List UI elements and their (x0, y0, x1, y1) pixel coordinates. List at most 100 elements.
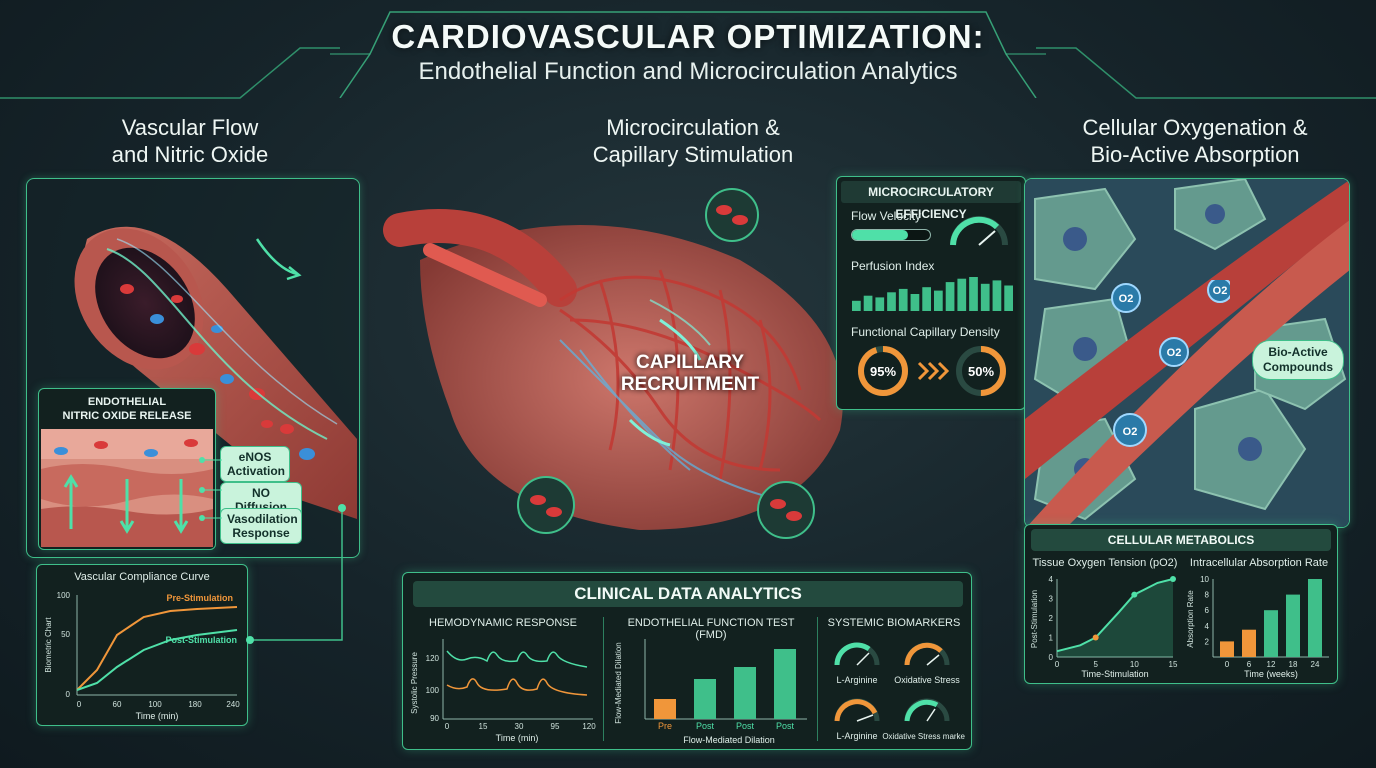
x-tick-label: 240 (226, 700, 240, 709)
endothelial-title-1: ENDOTHELIAL (87, 396, 167, 408)
fmd-category-label: Post (696, 721, 715, 731)
fmd-bar (734, 667, 756, 719)
divider (603, 617, 604, 741)
header-line-left (0, 47, 340, 99)
oxygen-bubbles: O2 O2 O2 O2 (1111, 280, 1230, 447)
x-tick-label: 18 (1289, 660, 1298, 669)
x-tick-label: 12 (1267, 660, 1276, 669)
pO2-title: Tissue Oxygen Tension (pO2) (1032, 557, 1178, 569)
perfusion-bar (945, 282, 955, 311)
endothelium-cross-section (41, 429, 213, 547)
absorption-title: Intracellular Absorption Rate (1189, 557, 1329, 569)
x-tick-label: 60 (113, 700, 122, 709)
tissue-oxygen-chart: Time-Stimulation Post-Stimulation 432100… (1030, 575, 1178, 679)
y-tick-label: 50 (61, 630, 70, 639)
perfusion-bar (980, 283, 990, 311)
y-tick-label: 3 (1049, 595, 1054, 604)
biomarker-gauges: L-Arginine Oxidative Stress L-Arginine O… (834, 642, 965, 741)
x-axis-label: Time (min) (136, 711, 179, 721)
flow-velocity-bar (851, 229, 931, 241)
flow-velocity-label: Flow Velocity (851, 209, 922, 223)
perfusion-bar (910, 294, 920, 311)
hemo-series-green (446, 650, 588, 668)
vessel-connector (246, 504, 346, 644)
y-axis-label: Absorption Rate (1186, 590, 1195, 648)
fmd-bar (654, 699, 676, 719)
center-title-line-2: Capillary Stimulation (592, 142, 794, 167)
right-title-line-2: Bio-Active Absorption (1090, 142, 1300, 167)
page-subtitle: Endothelial Function and Microcirculatio… (418, 58, 958, 85)
x-tick-label: 24 (1311, 660, 1320, 669)
perfusion-bar (969, 277, 978, 311)
hemo-series-orange (446, 678, 588, 696)
x-tick-label: 180 (188, 700, 202, 709)
compliance-chart: 100 50 0 0 60 100 180 240 Time (min) Bio… (44, 591, 240, 721)
y-axis-label: Systolic Pressure (410, 652, 419, 714)
fcd-arrows-icon (917, 361, 949, 381)
absorption-bar (1286, 594, 1300, 657)
header-line-right (1036, 47, 1376, 99)
fmd-bar (774, 649, 796, 719)
compliance-series-line (76, 606, 238, 691)
fmd-bar (694, 679, 716, 719)
fmd-category-label: Post (776, 721, 795, 731)
perfusion-bar (852, 300, 861, 311)
x-tick-label: 95 (551, 722, 560, 731)
bio-active-line-1: Bio-Active (1268, 345, 1328, 359)
endothelial-title-2: NITRIC OXIDE RELEASE (62, 410, 192, 422)
endothelial-inset: ENDOTHELIAL NITRIC OXIDE RELEASE (38, 388, 216, 550)
endothelial-title: ENDOTHELIAL NITRIC OXIDE RELEASE (39, 395, 215, 423)
o2-label: O2 (1213, 285, 1228, 297)
y-axis-label: Biometric Chart (44, 617, 53, 673)
bio-active-line-2: Compounds (1263, 360, 1333, 374)
center-section-title: Microcirculation & Capillary Stimulation (530, 114, 856, 168)
x-tick-label: 30 (515, 722, 524, 731)
capillary-recruitment-label: CAPILLARY RECRUITMENT (620, 352, 760, 396)
y-tick-label: 10 (1200, 575, 1209, 584)
cellular-title: CELLULAR METABOLICS (1031, 529, 1331, 551)
y-tick-label: 120 (426, 654, 440, 663)
fcd-gauge-b: 50% (956, 346, 1006, 396)
pO2-point (1092, 634, 1099, 641)
x-axis-label: Time (weeks) (1244, 669, 1298, 679)
compliance-chart-panel: Vascular Compliance Curve 100 50 0 0 60 … (36, 564, 248, 726)
perfusion-bar (957, 278, 967, 311)
perfusion-bar (875, 297, 885, 311)
perfusion-bar (922, 287, 931, 311)
absorption-bar (1308, 579, 1322, 657)
o2-label: O2 (1123, 426, 1138, 438)
y-axis-label: Flow-Mediated Dilation (614, 642, 623, 723)
vessel-panel (26, 178, 360, 558)
capillary-label-2: RECRUITMENT (620, 374, 760, 395)
perfusion-bar (1004, 285, 1013, 311)
x-tick-label: 15 (1169, 660, 1178, 669)
right-section-title: Cellular Oxygenation & Bio-Active Absorp… (1040, 114, 1350, 168)
perfusion-bar (887, 292, 896, 311)
cellular-illustration (1025, 179, 1349, 527)
y-tick-label: 90 (430, 714, 439, 723)
compliance-series-line (76, 629, 238, 691)
pO2-point (1170, 576, 1176, 582)
absorption-bar (1242, 629, 1256, 657)
header-frame (330, 11, 1046, 98)
y-tick-label: 1 (1049, 634, 1054, 643)
hemo-title: HEMODYNAMIC RESPONSE (429, 617, 577, 629)
biomarker-label: L-Arginine (836, 675, 877, 685)
pO2-line (1056, 578, 1174, 653)
fcd-b-value: 50% (968, 364, 994, 379)
micro-title: MICROCIRCULATORY EFFICIENCY (841, 181, 1021, 221)
endothelial-connectors (199, 457, 222, 521)
y-tick-label: 0 (66, 690, 71, 699)
fmd-title: ENDOTHELIAL FUNCTION TEST (FMD) (627, 617, 795, 641)
o2-label: O2 (1167, 347, 1182, 359)
x-tick-label: 0 (1225, 660, 1230, 669)
x-axis-label: Time (min) (496, 733, 539, 743)
pO2-point (1131, 591, 1138, 598)
biomarker-label: Oxidative Stress markers (882, 732, 965, 741)
biomarker-label: L-Arginine (836, 731, 877, 741)
absorption-bar (1220, 641, 1234, 657)
right-title-line-1: Cellular Oxygenation & (1082, 115, 1308, 140)
divider (817, 617, 818, 741)
absorption-rate-chart: Time (weeks) Absorption Rate 0 6 12 18 24108… (1186, 575, 1329, 679)
x-axis-label: Flow-Mediated Dilation (683, 735, 775, 745)
